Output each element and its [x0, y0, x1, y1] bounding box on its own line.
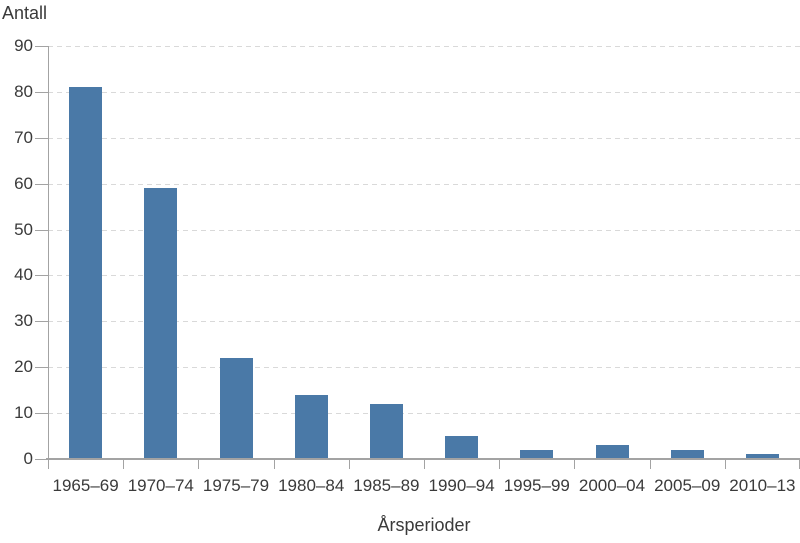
- y-tick-label-60: 60: [14, 173, 33, 193]
- y-tick-label-50: 50: [14, 219, 33, 239]
- y-tick-label-90: 90: [14, 36, 33, 55]
- x-tick-label-1990–94: 1990–94: [428, 476, 495, 495]
- x-tick-5: [424, 460, 425, 469]
- bar-1965–69: [69, 87, 103, 459]
- x-tick-4: [348, 460, 350, 469]
- y-tick-80: [35, 91, 48, 93]
- y-tick-70: [35, 137, 48, 139]
- bar-2010–13: [745, 454, 779, 459]
- gridline-50: [48, 229, 800, 231]
- bar-1985–89: [369, 403, 403, 459]
- y-tick-label-20: 20: [14, 357, 33, 377]
- y-tick-0: [35, 459, 48, 460]
- bar-1980–84: [294, 394, 328, 459]
- x-axis-title: Årsperioder: [377, 515, 471, 535]
- x-tick-8: [649, 460, 651, 469]
- y-tick-label-0: 0: [23, 449, 33, 468]
- x-axis-line: [46, 458, 800, 460]
- bar-1970–74: [144, 188, 178, 459]
- x-tick-label-1965–69: 1965–69: [52, 476, 119, 495]
- x-tick-label-1970–74: 1970–74: [127, 476, 194, 495]
- x-tick-label-2010–13: 2010–13: [729, 476, 796, 495]
- y-tick-50: [35, 229, 48, 231]
- bar-1990–94: [445, 436, 479, 459]
- y-tick-label-10: 10: [14, 403, 33, 423]
- y-tick-40: [35, 275, 48, 277]
- y-tick-60: [35, 183, 48, 185]
- x-tick-6: [499, 460, 501, 469]
- gridline-10: [48, 413, 800, 415]
- y-tick-label-30: 30: [14, 311, 33, 331]
- bar-2005–09: [670, 449, 704, 459]
- x-tick-label-1980–84: 1980–84: [278, 476, 345, 495]
- bar-1995–99: [520, 449, 554, 459]
- gridline-20: [48, 367, 800, 369]
- y-tick-label-80: 80: [14, 81, 33, 101]
- x-tick-0: [48, 460, 49, 469]
- gridline-40: [48, 275, 800, 277]
- y-axis-line: [48, 46, 49, 459]
- x-tick-1: [123, 460, 125, 469]
- y-tick-90: [35, 46, 48, 47]
- gridline-90: [48, 46, 800, 47]
- y-tick-10: [35, 413, 48, 415]
- plot-area: [48, 46, 800, 459]
- x-tick-label-2005–09: 2005–09: [654, 476, 721, 495]
- y-axis-title: Antall: [2, 3, 48, 23]
- x-tick-label-1995–99: 1995–99: [503, 476, 570, 495]
- gridline-60: [48, 183, 800, 185]
- y-tick-30: [35, 321, 48, 323]
- x-tick-3: [273, 460, 275, 469]
- bar-1975–79: [219, 358, 253, 459]
- bar-2000–04: [595, 445, 629, 459]
- x-tick-7: [574, 460, 576, 469]
- x-tick-label-2000–04: 2000–04: [578, 476, 646, 495]
- x-tick-2: [198, 460, 200, 469]
- gridline-70: [48, 137, 800, 139]
- y-tick-label-40: 40: [14, 265, 33, 285]
- y-tick-20: [35, 367, 48, 369]
- y-tick-label-70: 70: [14, 127, 33, 147]
- x-tick-9: [724, 460, 726, 469]
- gridline-30: [48, 321, 800, 323]
- x-tick-label-1985–89: 1985–89: [353, 476, 420, 495]
- gridline-80: [48, 91, 800, 93]
- x-tick-label-1975–79: 1975–79: [202, 476, 270, 495]
